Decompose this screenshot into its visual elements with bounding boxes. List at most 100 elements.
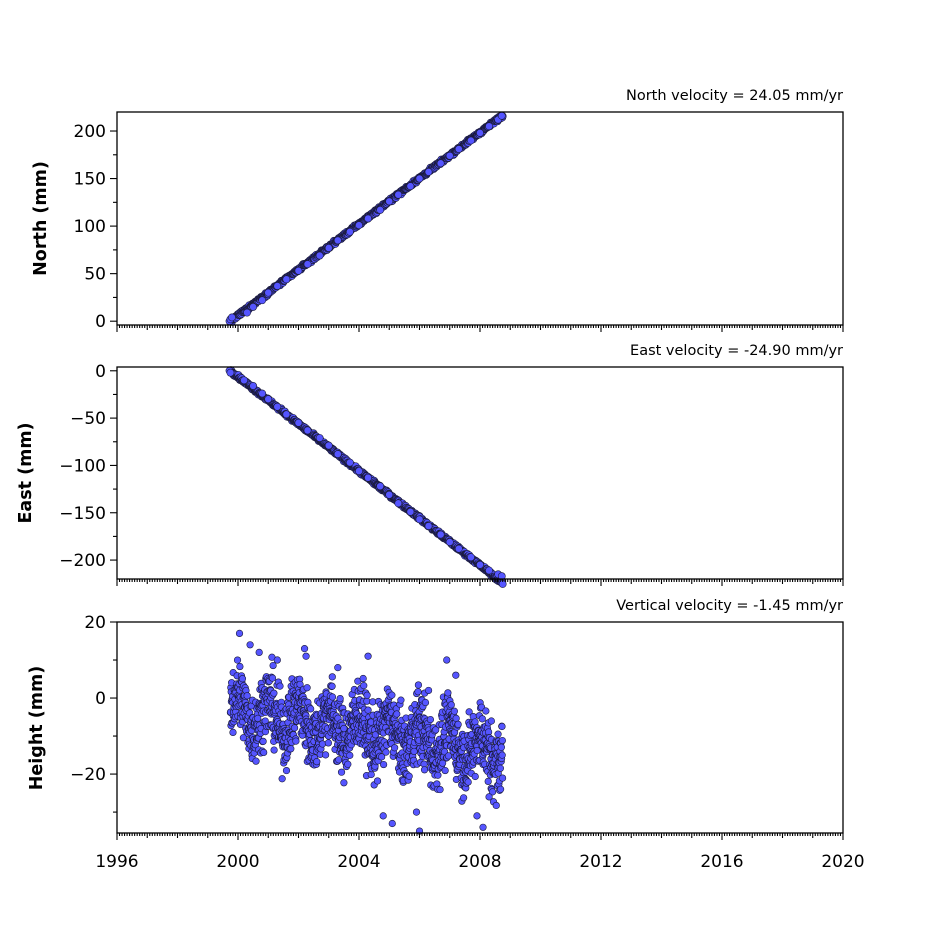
east-data-point bbox=[273, 402, 282, 411]
east-y-tick-label: 0 bbox=[95, 362, 106, 382]
north-data-point bbox=[385, 197, 394, 206]
height-data-point bbox=[454, 720, 462, 728]
height-data-point bbox=[380, 760, 388, 769]
north-panel: North velocity = 24.05 mm/yr North (mm) … bbox=[31, 88, 844, 332]
height-data-point bbox=[233, 656, 242, 664]
x-tick-label: 1996 bbox=[95, 852, 138, 872]
height-data-point bbox=[278, 775, 286, 783]
height-data-point bbox=[434, 771, 442, 779]
north-plot-frame bbox=[116, 111, 844, 326]
height-data-point bbox=[388, 691, 396, 699]
height-data-point bbox=[290, 724, 299, 732]
east-y-tick-label: −150 bbox=[59, 504, 106, 524]
height-data-point bbox=[484, 777, 492, 786]
height-data-point bbox=[452, 714, 460, 722]
height-data-point bbox=[236, 662, 244, 671]
north-y-tick-label: 0 bbox=[95, 312, 106, 332]
east-axis-label: East (mm) bbox=[16, 422, 36, 523]
height-data-point bbox=[273, 656, 281, 664]
height-data-point bbox=[270, 746, 278, 754]
north-data-point bbox=[436, 159, 445, 168]
height-data-point bbox=[260, 748, 268, 757]
height-data-point bbox=[344, 760, 352, 768]
height-data-point bbox=[363, 691, 371, 699]
north-data-point bbox=[415, 174, 424, 183]
height-y-tick-label: −20 bbox=[70, 765, 106, 785]
east-data-point bbox=[303, 426, 312, 435]
east-data-point bbox=[324, 441, 333, 450]
height-data-point bbox=[464, 778, 472, 786]
height-data-point bbox=[346, 751, 354, 759]
height-data-point bbox=[360, 682, 368, 690]
east-data-point bbox=[485, 566, 493, 575]
east-data-point bbox=[258, 389, 267, 398]
height-data-point bbox=[335, 756, 343, 764]
east-data-point bbox=[264, 395, 273, 404]
height-data-point bbox=[473, 812, 481, 820]
x-tick-label: 2012 bbox=[579, 852, 622, 872]
height-data-point bbox=[246, 641, 254, 649]
height-data-point bbox=[340, 724, 348, 733]
east-data-point bbox=[424, 522, 433, 530]
height-data-point bbox=[498, 751, 506, 759]
north-data-point bbox=[282, 275, 291, 284]
height-data-point bbox=[496, 764, 505, 772]
height-data-point bbox=[471, 772, 479, 781]
height-data-point bbox=[414, 681, 423, 689]
height-data-point bbox=[479, 823, 487, 831]
height-data-point bbox=[424, 686, 433, 695]
height-points bbox=[226, 629, 507, 835]
height-axis-label: Height (mm) bbox=[27, 666, 47, 790]
north-data-point bbox=[476, 129, 484, 137]
height-data-point bbox=[382, 748, 390, 756]
height-data-point bbox=[239, 734, 248, 742]
east-data-point bbox=[346, 458, 354, 467]
height-y-tick-label: 0 bbox=[95, 689, 106, 709]
height-data-point bbox=[270, 689, 278, 697]
height-data-point bbox=[414, 688, 422, 696]
height-data-point bbox=[397, 696, 405, 704]
east-data-point bbox=[376, 482, 385, 491]
height-data-point bbox=[497, 743, 505, 751]
height-data-point bbox=[238, 675, 247, 683]
east-plot-frame bbox=[116, 366, 844, 580]
east-data-point bbox=[385, 490, 394, 499]
x-tick-label: 2004 bbox=[337, 852, 380, 872]
east-data-point bbox=[282, 410, 291, 419]
height-data-point bbox=[450, 707, 458, 715]
height-data-point bbox=[340, 779, 348, 787]
east-data-point bbox=[445, 538, 454, 546]
height-data-point bbox=[391, 744, 399, 752]
north-data-point bbox=[424, 168, 433, 176]
north-data-point bbox=[376, 206, 385, 214]
height-data-point bbox=[269, 661, 277, 670]
east-y-tick-label: −100 bbox=[59, 456, 106, 476]
east-data-point bbox=[226, 368, 235, 377]
height-data-point bbox=[268, 674, 277, 682]
height-data-point bbox=[254, 714, 262, 723]
x-tick-label: 2000 bbox=[216, 852, 259, 872]
height-data-point bbox=[252, 757, 260, 765]
x-tick-label: 2008 bbox=[458, 852, 501, 872]
east-data-point bbox=[249, 382, 258, 390]
height-data-point bbox=[229, 728, 237, 737]
east-data-point bbox=[294, 418, 303, 427]
height-data-point bbox=[255, 648, 263, 657]
height-data-point bbox=[373, 777, 382, 785]
height-data-point bbox=[276, 682, 284, 690]
height-data-point bbox=[307, 705, 315, 713]
height-data-point bbox=[444, 689, 452, 697]
height-data-point bbox=[313, 758, 321, 766]
north-data-point bbox=[394, 190, 403, 199]
north-axis-label: North (mm) bbox=[31, 161, 51, 276]
height-data-point bbox=[334, 664, 342, 672]
north-data-point bbox=[364, 214, 372, 223]
height-data-point bbox=[405, 772, 413, 780]
height-data-point bbox=[300, 645, 309, 653]
height-data-point bbox=[447, 701, 455, 709]
height-data-point bbox=[364, 706, 372, 714]
height-data-point bbox=[243, 692, 251, 700]
east-data-point bbox=[394, 499, 403, 508]
east-data-point bbox=[476, 560, 484, 569]
height-data-point bbox=[287, 745, 295, 753]
